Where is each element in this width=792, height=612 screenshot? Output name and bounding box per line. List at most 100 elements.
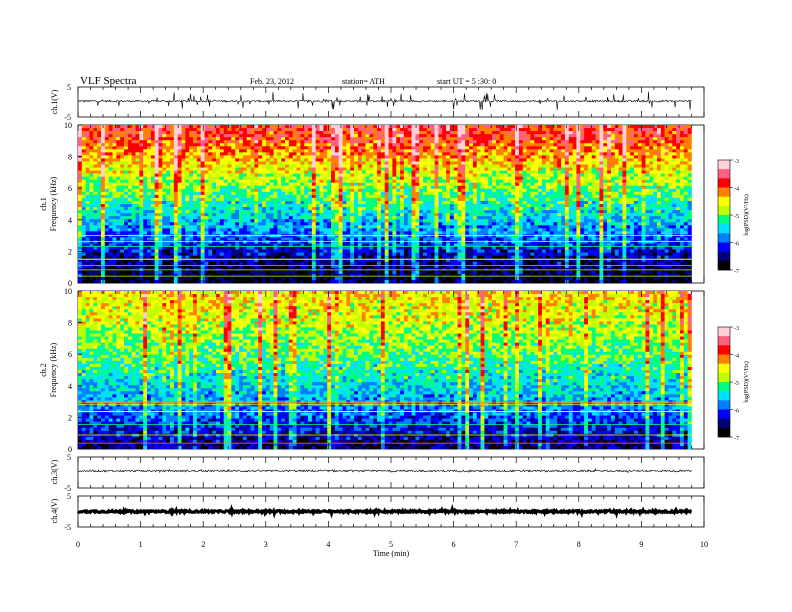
spectrogram-cell [239, 222, 244, 226]
spectrogram-cell [361, 270, 366, 275]
spectrogram-cell [127, 231, 132, 235]
spectrogram-cell [419, 128, 424, 132]
spectrogram-cell [89, 240, 94, 244]
spectrogram-cell [346, 246, 351, 250]
spectrogram-cell [189, 131, 194, 135]
spectrogram-cell [265, 149, 271, 153]
spectrogram-cell [296, 143, 301, 147]
spectrogram-cell [400, 225, 405, 229]
spectrogram-cell [104, 228, 109, 232]
spectrogram-cell [365, 261, 370, 266]
spectrogram-cell [361, 155, 366, 159]
spectrogram-cell [177, 210, 182, 214]
spectrogram-cell [216, 204, 221, 208]
spectrogram-cell [258, 204, 263, 208]
spectrogram-cell [127, 270, 132, 275]
spectrogram-cell [331, 246, 336, 250]
spectrogram-cell [116, 228, 121, 232]
spectrogram-cell [331, 182, 336, 187]
spectrogram-cell [369, 170, 374, 174]
spectrogram-cell [250, 270, 255, 275]
spectrogram-cell [273, 149, 278, 153]
spectrogram-cell [308, 252, 313, 256]
spectrogram-cell [254, 231, 259, 235]
spectrogram-cell [361, 197, 366, 202]
spectrogram-cell [235, 225, 240, 229]
spectrogram-cell [162, 252, 167, 256]
spectrogram-cell [377, 222, 382, 226]
spectrogram-cell [204, 273, 209, 278]
spectrogram-cell [357, 182, 363, 187]
spectrogram-cell [223, 134, 228, 138]
spectrogram-cell [308, 125, 313, 129]
spectrogram-cell [350, 279, 355, 284]
spectrogram-cell [97, 240, 102, 244]
spectrogram-cell [120, 176, 125, 180]
spectrogram-cell [350, 158, 355, 162]
spectrogram-cell [223, 149, 228, 153]
spectrogram-cell [177, 264, 182, 269]
spectrogram-cell [150, 185, 155, 190]
spectrogram-cell [434, 243, 439, 247]
spectrogram-cell [304, 276, 309, 281]
spectrogram-cell [442, 155, 447, 159]
spectrogram-cell [185, 237, 190, 241]
spectrogram-cell [323, 185, 328, 190]
spectrogram-cell [304, 128, 309, 132]
spectrogram-cell [147, 237, 152, 241]
spectrogram-cell [139, 264, 144, 269]
spectrogram-cell [411, 216, 416, 220]
spectrogram-cell [242, 185, 247, 190]
spectrogram-cell [392, 197, 397, 202]
spectrogram-cell [288, 231, 294, 235]
spectrogram-cell [170, 176, 175, 180]
spectrogram-cell [323, 228, 328, 232]
spectrogram-cell [258, 207, 263, 211]
spectrogram-cell [388, 143, 393, 147]
spectrogram-cell [227, 243, 232, 247]
spectrogram-cell [108, 155, 113, 159]
spectrogram-cell [423, 137, 428, 141]
spectrogram-cell [78, 276, 83, 281]
spectrogram-cell [258, 152, 263, 156]
spectrogram-cell [311, 204, 317, 208]
spectrogram-cell [158, 222, 163, 226]
spectrogram-cell [365, 240, 370, 244]
spectrogram-cell [338, 237, 343, 241]
spectrogram-cell [292, 234, 297, 238]
spectrogram-cell [357, 194, 363, 199]
spectrogram-cell [426, 252, 432, 256]
spectrogram-cell [419, 176, 424, 180]
spectrogram-cell [419, 213, 424, 217]
spectrogram-cell [288, 152, 294, 156]
spectrogram-cell [120, 246, 125, 250]
spectrogram-cell [185, 146, 190, 150]
spectrogram-cell [415, 234, 420, 238]
spectrogram-cell [85, 200, 90, 205]
spectrogram-cell [288, 234, 294, 238]
spectrogram-cell [384, 279, 389, 284]
spectrogram-cell [250, 155, 255, 159]
spectrogram-cell [423, 237, 428, 241]
spectrogram-cell [327, 225, 332, 229]
spectrogram-cell [407, 246, 412, 250]
spectrogram-cell [204, 261, 209, 266]
spectrogram-cell [281, 240, 286, 244]
spectrogram-cell [200, 207, 205, 211]
spectrogram-cell [250, 161, 255, 165]
spectrogram-cell [334, 149, 340, 153]
spectrogram-cell [189, 134, 194, 138]
spectrogram-cell [411, 188, 416, 193]
spectrogram-cell [116, 231, 121, 235]
spectrogram-cell [216, 176, 221, 180]
spectrogram-cell [235, 155, 240, 159]
spectrogram-cell [442, 246, 447, 250]
spectrogram-cell [292, 231, 297, 235]
spectrogram-cell [357, 246, 363, 250]
spectrogram-cell [246, 225, 251, 229]
spectrogram-cell [212, 261, 217, 266]
spectrogram-cell [219, 200, 224, 205]
spectrogram-cell [365, 131, 370, 135]
spectrogram-cell [338, 170, 343, 174]
spectrogram-cell [235, 191, 240, 196]
